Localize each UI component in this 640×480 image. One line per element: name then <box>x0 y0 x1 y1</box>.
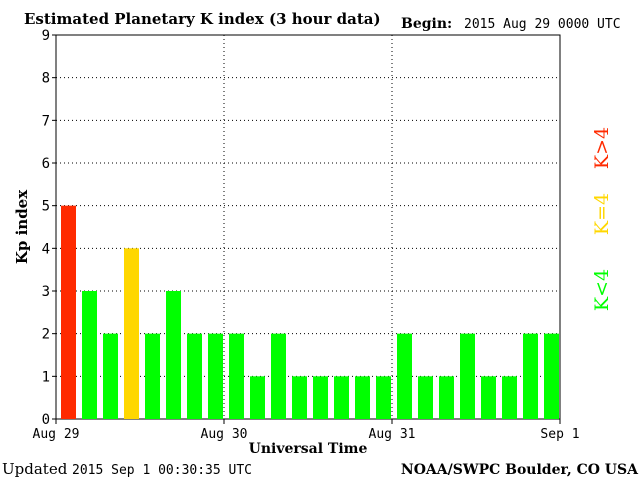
kp-bar <box>376 376 391 419</box>
kp-bar <box>208 333 223 419</box>
y-tick-label: 3 <box>42 284 50 300</box>
kp-bar <box>355 376 370 419</box>
begin-value: 2015 Aug 29 0000 UTC <box>464 17 621 32</box>
legend-k-greater-4: K>4 <box>591 127 613 169</box>
kp-bar <box>439 376 454 419</box>
updated-label: Updated <box>2 460 68 478</box>
y-tick-label: 9 <box>42 28 50 44</box>
x-tick-label: Aug 29 <box>33 427 80 442</box>
bars <box>61 205 559 419</box>
kp-bar <box>229 333 244 419</box>
y-tick-label: 8 <box>42 71 50 87</box>
chart-title: Estimated Planetary K index (3 hour data… <box>24 10 381 28</box>
grid-lines <box>56 34 560 419</box>
kp-bar <box>418 376 433 419</box>
begin-label: Begin: <box>401 16 452 32</box>
kp-bar <box>334 376 349 419</box>
kp-bar <box>124 248 139 419</box>
kp-bar <box>82 291 97 419</box>
source-credit: NOAA/SWPC Boulder, CO USA <box>401 462 639 478</box>
x-tick-label: Aug 31 <box>369 427 416 442</box>
kp-bar <box>145 333 160 419</box>
y-tick-label: 0 <box>42 412 50 428</box>
y-tick-label: 4 <box>42 241 50 257</box>
x-tick-label: Sep 1 <box>540 427 579 442</box>
legend-k-equal-4: K=4 <box>591 193 613 235</box>
kp-bar <box>166 291 181 419</box>
kp-bar <box>292 376 307 419</box>
kp-bar <box>250 376 265 419</box>
kp-bar <box>271 333 286 419</box>
y-tick-label: 7 <box>42 113 50 129</box>
kp-bar <box>103 333 118 419</box>
x-axis-label: Universal Time <box>249 441 368 457</box>
kp-bar <box>502 376 517 419</box>
kp-bar <box>523 333 538 419</box>
kp-bar <box>460 333 475 419</box>
x-tick-label: Aug 30 <box>201 427 248 442</box>
plot-area <box>55 34 561 420</box>
updated-value: 2015 Sep 1 00:30:35 UTC <box>72 463 252 478</box>
y-tick-label: 2 <box>42 327 50 343</box>
y-tick-label: 5 <box>42 199 50 215</box>
y-tick-label: 6 <box>42 156 50 172</box>
x-axis-ticks: Aug 29 Aug 30 Aug 31 Sep 1 <box>33 419 580 442</box>
kp-bar <box>544 333 559 419</box>
kp-bar <box>397 333 412 419</box>
kp-bar <box>61 205 76 419</box>
y-axis-ticks: 0 1 2 3 4 5 6 7 8 9 <box>42 28 56 428</box>
kp-bar <box>481 376 496 419</box>
kp-bar <box>187 333 202 419</box>
legend-k-less-4: K<4 <box>591 269 613 311</box>
y-tick-label: 1 <box>42 369 50 385</box>
y-axis-label: Kp index <box>13 189 31 264</box>
kp-bar <box>313 376 328 419</box>
